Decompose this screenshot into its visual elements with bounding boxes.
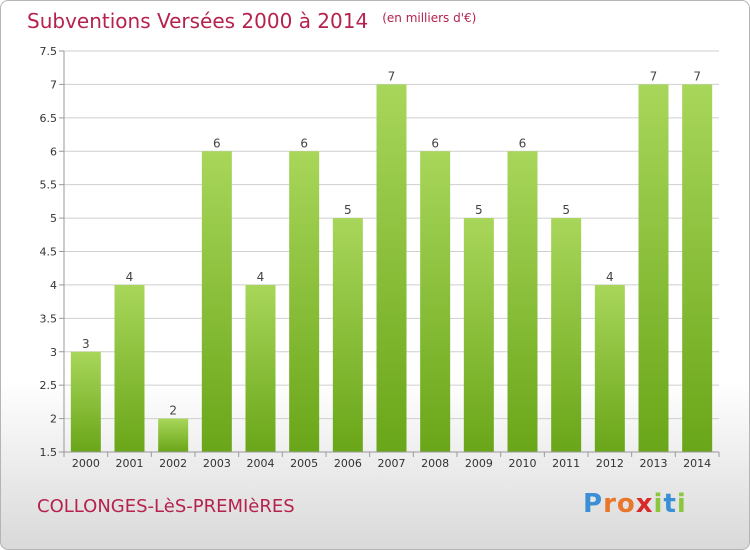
y-tick-label: 6 [50, 145, 57, 158]
x-tick-label: 2010 [509, 457, 537, 470]
x-tick-label: 2001 [116, 457, 144, 470]
data-label: 7 [693, 69, 701, 83]
data-label: 6 [300, 136, 308, 150]
data-label: 4 [126, 270, 134, 284]
bar [507, 151, 538, 452]
y-tick-label: 5.5 [40, 179, 58, 192]
chart-title-text: Subventions Versées 2000 à 2014 [27, 9, 369, 33]
data-label: 7 [388, 69, 396, 83]
bar [594, 284, 625, 452]
x-tick-label: 2009 [465, 457, 493, 470]
data-label: 7 [650, 69, 658, 83]
data-label: 6 [213, 136, 221, 150]
bar [420, 151, 451, 452]
chart-title: Subventions Versées 2000 à 2014 (en milli… [27, 9, 476, 33]
x-tick-label: 2004 [247, 457, 275, 470]
logo-letter: x [635, 489, 654, 519]
x-tick-label: 2012 [596, 457, 624, 470]
x-tick-label: 2000 [72, 457, 100, 470]
data-label: 5 [344, 203, 352, 217]
y-tick-label: 3.5 [40, 312, 58, 325]
bar [114, 284, 145, 452]
x-tick-label: 2005 [290, 457, 318, 470]
logo-letter: P [583, 489, 604, 519]
y-tick-label: 6.5 [40, 112, 58, 125]
x-tick-label: 2011 [552, 457, 580, 470]
y-tick-label: 4.5 [40, 246, 58, 259]
y-tick-label: 7 [50, 78, 57, 91]
data-label: 5 [562, 203, 570, 217]
y-tick-label: 2.5 [40, 379, 58, 392]
x-tick-label: 2003 [203, 457, 231, 470]
x-tick-label: 2002 [159, 457, 187, 470]
bar [289, 151, 320, 452]
logo-letter: i [653, 489, 664, 519]
logo-letter: i [676, 489, 687, 519]
data-label: 4 [257, 270, 265, 284]
bar [463, 218, 494, 452]
y-tick-label: 7.5 [40, 45, 58, 58]
x-tick-label: 2007 [378, 457, 406, 470]
chart-subtitle: (en milliers d'€) [382, 11, 477, 25]
logo-letter: r [603, 489, 617, 519]
bar [332, 218, 363, 452]
x-tick-label: 2014 [683, 457, 711, 470]
bar [551, 218, 582, 452]
y-tick-label: 4 [50, 279, 57, 292]
bar [638, 84, 669, 453]
x-tick-label: 2013 [640, 457, 668, 470]
bar [376, 84, 407, 453]
y-tick-label: 3 [50, 346, 57, 359]
x-tick-label: 2006 [334, 457, 362, 470]
bar [70, 351, 101, 452]
data-label: 5 [475, 203, 483, 217]
y-tick-label: 2 [50, 413, 57, 426]
data-label: 3 [82, 337, 90, 351]
bar [245, 284, 276, 452]
bar [201, 151, 232, 452]
y-tick-label: 1.5 [40, 446, 58, 459]
data-label: 2 [169, 404, 177, 418]
data-label: 6 [431, 136, 439, 150]
logo-letter: t [663, 489, 677, 519]
logo-letter: o [616, 489, 636, 519]
data-label: 4 [606, 270, 614, 284]
bar [158, 418, 189, 452]
bar [682, 84, 713, 453]
x-tick-label: 2008 [421, 457, 449, 470]
commune-name: COLLONGES-LèS-PREMIèRES [37, 496, 295, 517]
data-label: 6 [519, 136, 527, 150]
proxiti-logo: Proxiti [583, 489, 687, 519]
y-tick-label: 5 [50, 212, 57, 225]
